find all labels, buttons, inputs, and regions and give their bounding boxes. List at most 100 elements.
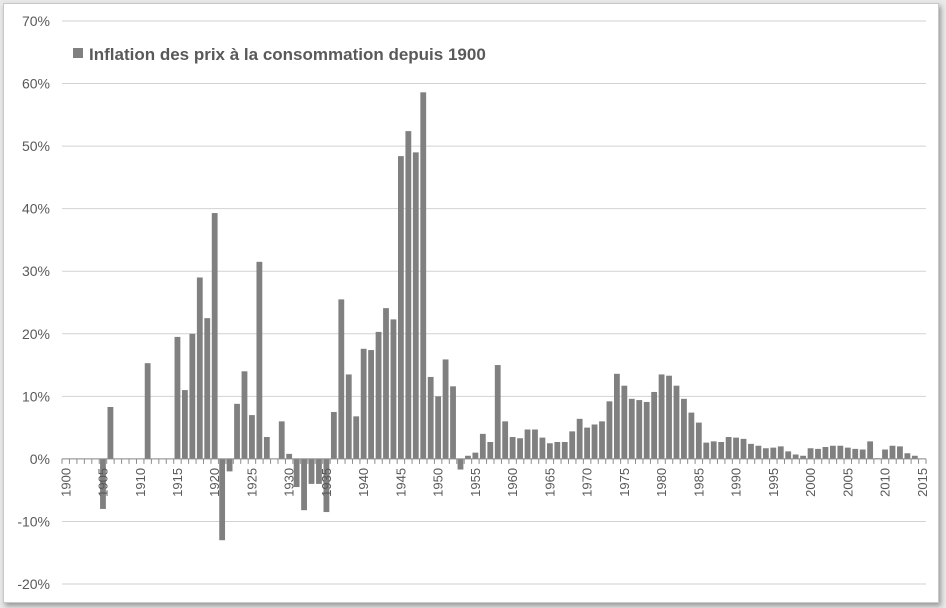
x-tick-label: 1930 bbox=[282, 468, 297, 497]
bar bbox=[725, 436, 732, 459]
bar bbox=[740, 438, 747, 459]
x-tick-label: 1900 bbox=[58, 468, 73, 497]
bar bbox=[911, 455, 918, 459]
x-tick-label: 1905 bbox=[96, 468, 111, 497]
bar bbox=[666, 375, 672, 459]
bar bbox=[889, 445, 896, 459]
bar bbox=[360, 348, 367, 459]
bar bbox=[844, 447, 851, 459]
bar bbox=[807, 448, 814, 459]
x-tick-label: 1985 bbox=[691, 468, 706, 497]
bar bbox=[442, 359, 449, 459]
bar bbox=[301, 458, 307, 511]
y-tick-label: 10% bbox=[22, 388, 50, 404]
bar bbox=[859, 449, 866, 459]
bar bbox=[710, 441, 717, 459]
x-tick-label: 1915 bbox=[170, 468, 185, 497]
bar bbox=[330, 411, 337, 459]
bar bbox=[465, 455, 471, 459]
x-tick-label: 2005 bbox=[840, 468, 855, 497]
bar bbox=[479, 433, 486, 459]
y-tick-label: -20% bbox=[17, 576, 50, 592]
x-tick-label: 2000 bbox=[803, 468, 818, 497]
bar bbox=[278, 421, 285, 459]
x-tick-label: 1980 bbox=[654, 468, 669, 497]
bar bbox=[792, 454, 799, 459]
bar bbox=[628, 398, 635, 459]
bar bbox=[584, 427, 591, 459]
bar bbox=[554, 441, 561, 459]
x-tick-label: 2010 bbox=[878, 468, 893, 497]
bar bbox=[189, 333, 196, 459]
bar bbox=[509, 436, 516, 459]
bar bbox=[263, 436, 270, 459]
bar bbox=[688, 412, 695, 459]
bar bbox=[829, 445, 836, 459]
bar bbox=[181, 390, 188, 459]
bar bbox=[144, 363, 151, 459]
x-tick-label: 1965 bbox=[542, 468, 557, 497]
x-tick-label: 1975 bbox=[617, 468, 632, 497]
bar bbox=[345, 374, 352, 459]
bar bbox=[308, 458, 315, 484]
bar bbox=[904, 453, 911, 459]
chart-frame: -20% -10% 0% 10% 20% 30% 40% 50% 60% 70% 1900 1905… bbox=[3, 3, 939, 603]
y-tick-label: 20% bbox=[22, 326, 50, 342]
y-axis-labels: -20% -10% 0% 10% 20% 30% 40% 50% 60% 70% bbox=[17, 13, 50, 592]
bar bbox=[397, 156, 404, 459]
bar bbox=[643, 401, 650, 459]
bar bbox=[383, 308, 389, 459]
bar bbox=[517, 438, 523, 459]
bar bbox=[695, 422, 702, 459]
bar bbox=[226, 458, 233, 472]
x-tick-label: 1960 bbox=[505, 468, 520, 497]
bar bbox=[457, 458, 464, 470]
bar bbox=[450, 386, 456, 459]
bar bbox=[703, 442, 710, 459]
bar bbox=[718, 441, 725, 459]
bar bbox=[822, 447, 829, 459]
bar bbox=[539, 437, 546, 459]
y-tick-label: -10% bbox=[17, 513, 50, 529]
bar bbox=[405, 131, 412, 459]
bar bbox=[100, 458, 106, 509]
bar bbox=[733, 437, 739, 459]
bar bbox=[286, 453, 293, 459]
bar bbox=[368, 350, 375, 459]
x-axis bbox=[61, 458, 927, 464]
x-tick-label: 2015 bbox=[915, 468, 930, 497]
bar bbox=[323, 458, 330, 513]
x-tick-label: 1925 bbox=[244, 468, 259, 497]
bar bbox=[427, 376, 434, 459]
x-tick-label: 1910 bbox=[133, 468, 148, 497]
y-tick-label: 60% bbox=[22, 76, 50, 92]
bar bbox=[815, 448, 821, 459]
bar bbox=[897, 446, 903, 459]
bar bbox=[532, 429, 538, 459]
bar bbox=[107, 406, 114, 459]
bar bbox=[777, 446, 784, 459]
legend-label: Inflation des prix à la consommation dep… bbox=[89, 45, 486, 64]
bar bbox=[613, 373, 620, 459]
x-tick-label: 1920 bbox=[207, 468, 222, 497]
bar bbox=[658, 374, 665, 459]
bar bbox=[241, 371, 248, 459]
inflation-chart: -20% -10% 0% 10% 20% 30% 40% 50% 60% 70% 1900 1905… bbox=[17, 13, 930, 592]
bar bbox=[204, 318, 211, 459]
grid-lines bbox=[62, 20, 926, 585]
x-tick-label: 1945 bbox=[393, 468, 408, 497]
x-axis-labels: 1900 1905 1910 1915 1920 1925 1930 1935 1940 1945… bbox=[58, 468, 930, 497]
bar bbox=[338, 299, 345, 459]
bar bbox=[621, 385, 628, 459]
x-tick-label: 1970 bbox=[580, 468, 595, 497]
y-tick-label: 50% bbox=[22, 138, 50, 154]
y-tick-label: 40% bbox=[22, 201, 50, 217]
y-tick-label: 70% bbox=[22, 13, 50, 29]
bar bbox=[353, 416, 360, 459]
bar bbox=[569, 431, 576, 459]
legend-swatch bbox=[73, 48, 83, 58]
bars bbox=[100, 92, 918, 541]
bar bbox=[606, 401, 613, 459]
bar bbox=[435, 396, 442, 459]
bar bbox=[867, 441, 874, 459]
